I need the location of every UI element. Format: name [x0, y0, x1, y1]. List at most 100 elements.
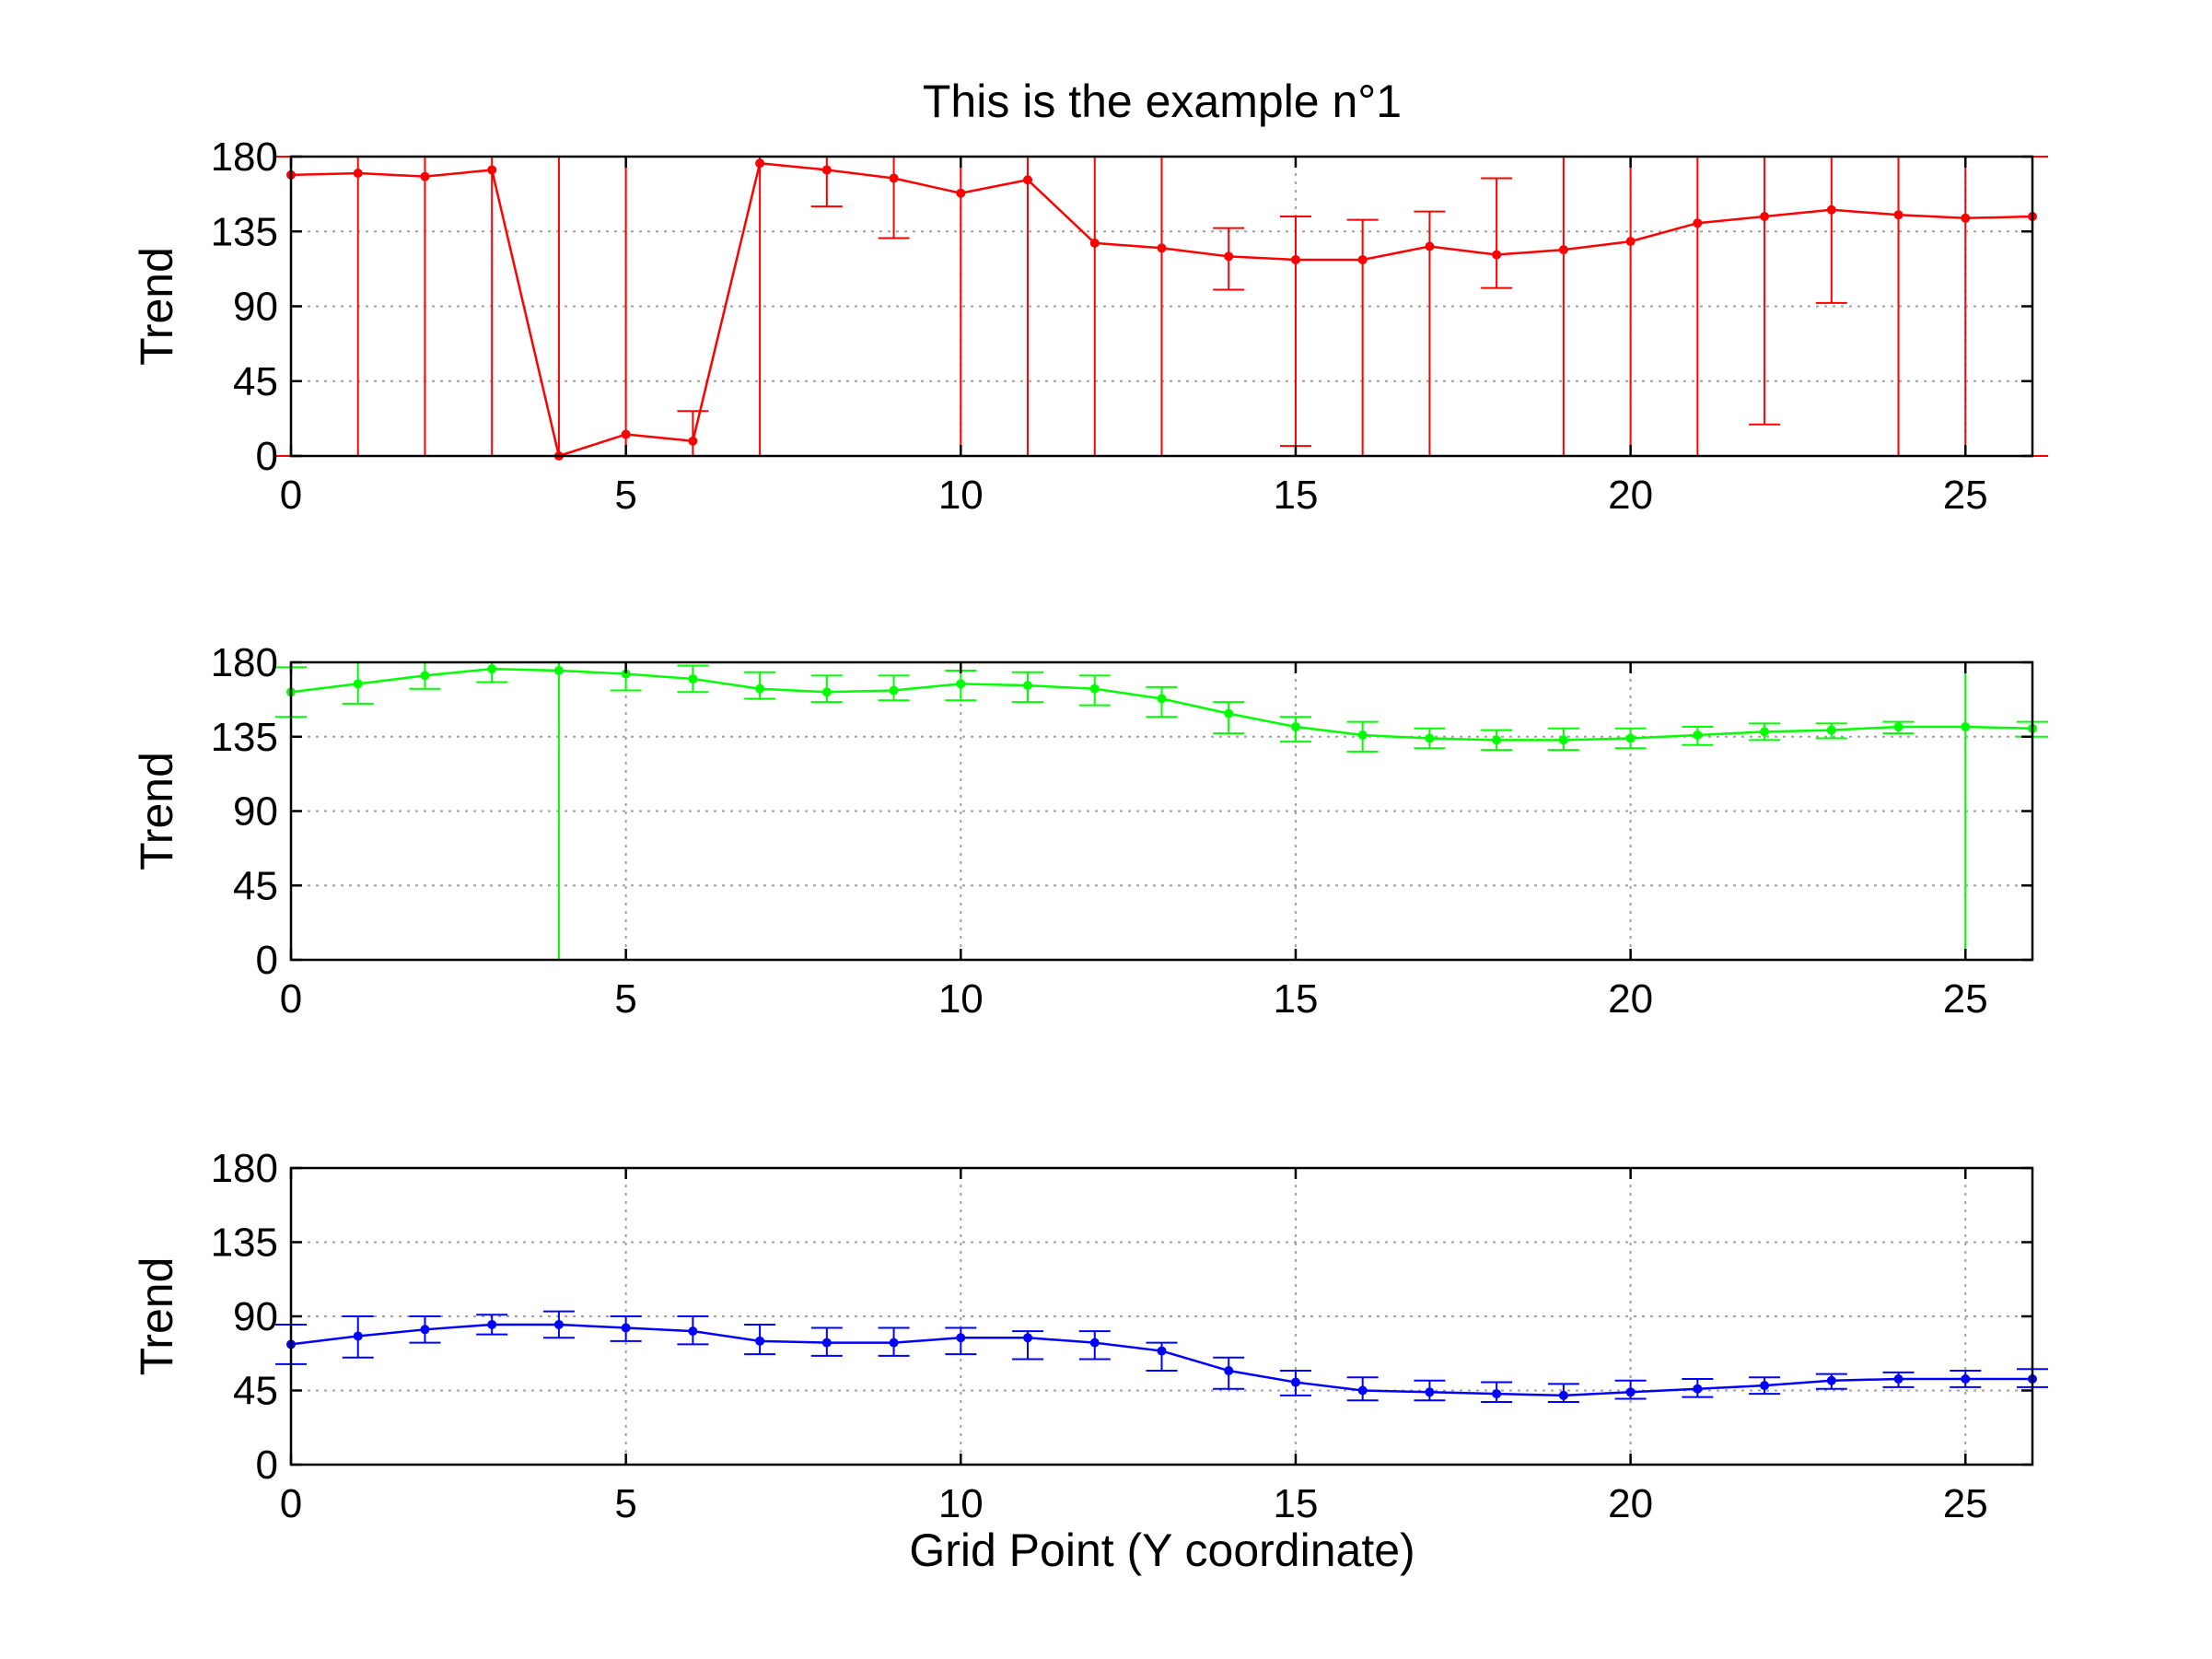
x-tick-label: 0 — [280, 473, 302, 518]
data-point — [688, 673, 698, 683]
data-point — [1961, 213, 1971, 223]
x-tick-label: 25 — [1943, 1481, 1988, 1526]
data-point — [1224, 1366, 1234, 1376]
data-point — [1893, 721, 1903, 731]
y-tick-label: 45 — [233, 863, 278, 908]
data-point — [1157, 1346, 1167, 1356]
subplot-1: 0 5 10 15 20 25 0 45 90 135 180 Trend — [131, 134, 2048, 518]
error-bar — [1950, 661, 1982, 961]
data-point — [1625, 237, 1636, 247]
y-tick-label: 135 — [211, 715, 278, 760]
data-point — [889, 685, 899, 695]
error-bar — [878, 156, 910, 240]
data-point — [1357, 254, 1368, 264]
data-point — [688, 436, 698, 446]
x-tick-label: 15 — [1273, 976, 1318, 1022]
data-point — [487, 1319, 497, 1329]
y-tick-label: 90 — [233, 789, 278, 835]
x-tick-label: 15 — [1273, 473, 1318, 518]
y-tick-label: 135 — [211, 209, 278, 254]
data-point — [1693, 218, 1703, 228]
data-point — [956, 188, 966, 198]
subplots: 0 5 10 15 20 25 0 45 90 135 180 Trend 0 5 10 15 20 25 0 45 9… — [131, 134, 2048, 1526]
x-tick-label: 25 — [1943, 976, 1988, 1022]
data-point — [1425, 1387, 1435, 1397]
x-tick-label: 15 — [1273, 1481, 1318, 1526]
series-1 — [275, 156, 2048, 461]
data-point — [1357, 1385, 1368, 1396]
data-point — [1089, 1338, 1100, 1348]
error-bar — [810, 156, 843, 208]
y-tick-label: 135 — [211, 1221, 278, 1266]
data-point — [553, 1319, 564, 1329]
error-bar — [409, 156, 441, 457]
data-point — [1961, 1373, 1971, 1384]
error-bar — [1950, 156, 1982, 457]
y-tick-label: 180 — [211, 640, 278, 685]
x-tick-label: 10 — [938, 976, 984, 1022]
data-point — [353, 169, 363, 179]
x-tick-label: 10 — [938, 1481, 984, 1526]
data-point — [621, 1323, 631, 1333]
data-point — [1023, 1333, 1033, 1343]
x-tick-label: 0 — [280, 976, 302, 1022]
y-axis-label: Trend — [131, 752, 182, 870]
data-point — [420, 1325, 430, 1335]
y-tick-label: 90 — [233, 1294, 278, 1339]
data-point — [1893, 1373, 1903, 1384]
data-point — [1558, 245, 1568, 255]
data-point — [1893, 210, 1903, 220]
data-point — [420, 171, 430, 181]
data-point — [621, 669, 631, 679]
data-point — [1357, 730, 1368, 740]
data-point — [1760, 212, 1770, 221]
data-point — [1224, 708, 1234, 719]
data-point — [1760, 727, 1770, 737]
error-bar — [1146, 156, 1178, 457]
data-point — [821, 165, 832, 175]
y-tick-label: 0 — [256, 938, 278, 983]
y-tick-label: 90 — [233, 285, 278, 330]
data-point — [821, 1338, 832, 1348]
data-point — [889, 1338, 899, 1348]
data-point — [1826, 725, 1836, 735]
error-bar — [342, 156, 374, 457]
subplot-2: 0 5 10 15 20 25 0 45 90 135 180 Trend — [131, 640, 2048, 1022]
y-tick-label: 0 — [256, 434, 278, 479]
y-tick-label: 180 — [211, 134, 278, 180]
error-bar — [1279, 216, 1311, 448]
data-point — [1625, 1387, 1636, 1397]
data-point — [755, 683, 765, 694]
data-point — [1023, 681, 1033, 691]
error-bar — [1815, 156, 1847, 304]
chart-title: This is the example n°1 — [923, 76, 1402, 127]
x-tick-label: 20 — [1608, 473, 1653, 518]
x-tick-label: 5 — [614, 976, 636, 1022]
data-point — [1425, 241, 1435, 251]
data-point — [1425, 733, 1435, 743]
data-point — [1625, 733, 1636, 743]
data-point — [956, 1333, 966, 1343]
data-point — [1558, 735, 1568, 745]
x-tick-label: 0 — [280, 1481, 302, 1526]
data-point — [1290, 1377, 1300, 1387]
y-axis-label: Trend — [131, 247, 182, 366]
data-point — [755, 1336, 765, 1346]
x-tick-label: 10 — [938, 473, 984, 518]
y-axis-label: Trend — [131, 1257, 182, 1376]
data-point — [1224, 251, 1234, 262]
error-bar — [1749, 156, 1781, 426]
x-axis-label: Grid Point (Y coordinate) — [909, 1525, 1415, 1576]
error-bar — [677, 410, 709, 457]
y-tick-label: 45 — [233, 359, 278, 404]
data-point — [1023, 175, 1033, 185]
data-point — [621, 429, 631, 439]
subplot-3: 0 5 10 15 20 25 0 45 90 135 180 Trend — [131, 1146, 2048, 1526]
data-point — [1558, 1390, 1568, 1400]
x-tick-label: 5 — [614, 473, 636, 518]
y-tick-label: 0 — [256, 1443, 278, 1488]
data-point — [1089, 238, 1100, 248]
data-point — [1492, 250, 1502, 260]
data-point — [821, 687, 832, 697]
